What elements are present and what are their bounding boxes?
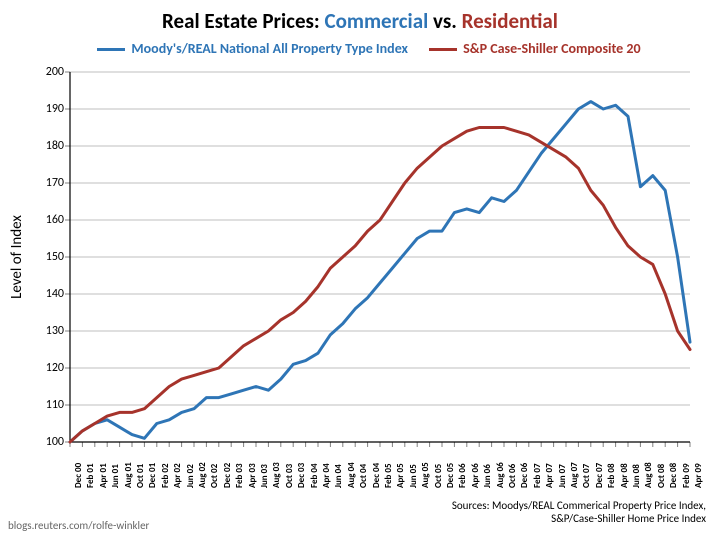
title-vs: vs. bbox=[428, 8, 461, 34]
y-tick-label: 200 bbox=[36, 65, 64, 79]
y-tick-label: 100 bbox=[36, 435, 64, 449]
x-tick-label: Apr 02 bbox=[172, 463, 183, 488]
source-line2: S&P/Case-Shiller Home Price Index bbox=[452, 512, 706, 526]
x-tick-label: Apr 03 bbox=[247, 463, 258, 488]
x-tick-label: Dec 07 bbox=[594, 463, 605, 488]
x-tick-label: Apr 05 bbox=[395, 463, 406, 488]
x-tick-label: Apr 01 bbox=[98, 463, 109, 488]
x-tick-label: Oct 07 bbox=[581, 464, 592, 488]
x-tick-label: Apr 07 bbox=[544, 463, 555, 488]
x-tick-label: Aug 03 bbox=[271, 462, 282, 488]
x-tick-label: Feb 07 bbox=[532, 463, 543, 488]
source-attribution: Sources: Moodys/REAL Commerical Property… bbox=[452, 499, 706, 527]
x-tick-label: Oct 02 bbox=[209, 464, 220, 488]
x-tick-label: Aug 07 bbox=[569, 462, 580, 488]
x-tick-label: Apr 08 bbox=[619, 463, 630, 488]
x-tick-label: Jun 08 bbox=[631, 464, 642, 488]
x-tick-label: Feb 06 bbox=[457, 463, 468, 488]
legend-swatch-caseshiller bbox=[429, 48, 457, 51]
x-tick-label: Dec 00 bbox=[73, 463, 84, 488]
x-tick-label: Oct 03 bbox=[284, 464, 295, 488]
x-tick-label: Feb 05 bbox=[383, 463, 394, 488]
legend-label-moodys: Moody's/REAL National All Property Type … bbox=[131, 40, 408, 57]
x-tick-label: Aug 01 bbox=[123, 462, 134, 488]
x-tick-label: Aug 05 bbox=[420, 462, 431, 488]
title-prefix: Real Estate Prices: bbox=[162, 8, 324, 34]
legend-label-caseshiller: S&P Case-Shiller Composite 20 bbox=[463, 40, 640, 57]
legend: Moody's/REAL National All Property Type … bbox=[0, 40, 720, 57]
title-residential: Residential bbox=[462, 8, 558, 34]
x-tick-label: Dec 03 bbox=[296, 463, 307, 488]
y-tick-label: 190 bbox=[36, 102, 64, 116]
x-tick-label: Jun 04 bbox=[333, 464, 344, 488]
legend-swatch-moodys bbox=[97, 48, 125, 51]
x-tick-label: Oct 05 bbox=[433, 464, 444, 488]
x-tick-label: Jun 07 bbox=[557, 464, 568, 488]
y-tick-label: 150 bbox=[36, 250, 64, 264]
x-tick-label: Aug 04 bbox=[346, 462, 357, 488]
x-tick-label: Apr 06 bbox=[470, 463, 481, 488]
y-tick-label: 180 bbox=[36, 139, 64, 153]
plot-svg bbox=[70, 72, 690, 442]
x-tick-label: Jun 03 bbox=[259, 464, 270, 488]
x-tick-label: Dec 02 bbox=[222, 463, 233, 488]
x-tick-label: Dec 01 bbox=[147, 463, 158, 488]
x-tick-label: Dec 05 bbox=[445, 463, 456, 488]
y-tick-label: 140 bbox=[36, 287, 64, 301]
x-tick-label: Feb 09 bbox=[681, 463, 692, 488]
y-tick-labels: 100110120130140150160170180190200 bbox=[38, 72, 68, 442]
y-tick-label: 120 bbox=[36, 361, 64, 375]
real-estate-chart: Real Estate Prices: Commercial vs. Resid… bbox=[0, 0, 720, 540]
x-tick-label: Feb 08 bbox=[606, 463, 617, 488]
x-tick-label: Oct 08 bbox=[656, 464, 667, 488]
x-tick-label: Aug 02 bbox=[197, 462, 208, 488]
y-axis-label: Level of Index bbox=[8, 72, 26, 442]
x-tick-label: Jun 05 bbox=[408, 464, 419, 488]
x-tick-label: Feb 04 bbox=[309, 463, 320, 488]
x-tick-label: Apr 09 bbox=[693, 463, 704, 488]
y-tick-label: 170 bbox=[36, 176, 64, 190]
chart-title: Real Estate Prices: Commercial vs. Resid… bbox=[0, 8, 720, 34]
x-tick-label: Jun 06 bbox=[482, 464, 493, 488]
x-tick-label: Aug 08 bbox=[643, 462, 654, 488]
x-tick-label: Jun 01 bbox=[110, 464, 121, 488]
x-tick-label: Feb 01 bbox=[85, 463, 96, 488]
x-tick-label: Oct 01 bbox=[135, 464, 146, 488]
source-line1: Sources: Moodys/REAL Commerical Property… bbox=[452, 499, 706, 513]
title-commercial: Commercial bbox=[324, 8, 428, 34]
y-tick-label: 160 bbox=[36, 213, 64, 227]
blog-url: blogs.reuters.com/rolfe-winkler bbox=[8, 519, 149, 532]
x-tick-label: Feb 02 bbox=[160, 463, 171, 488]
y-tick-label: 110 bbox=[36, 398, 64, 412]
x-tick-label: Dec 08 bbox=[668, 463, 679, 488]
x-tick-label: Feb 03 bbox=[234, 463, 245, 488]
x-tick-label: Dec 06 bbox=[519, 463, 530, 488]
x-tick-label: Oct 04 bbox=[358, 464, 369, 488]
y-tick-label: 130 bbox=[36, 324, 64, 338]
x-tick-label: Oct 06 bbox=[507, 464, 518, 488]
x-tick-label: Apr 04 bbox=[321, 463, 332, 488]
x-tick-label: Jun 02 bbox=[185, 464, 196, 488]
x-tick-label: Dec 04 bbox=[371, 463, 382, 488]
plot-area bbox=[70, 72, 690, 442]
x-tick-label: Aug 06 bbox=[495, 462, 506, 488]
